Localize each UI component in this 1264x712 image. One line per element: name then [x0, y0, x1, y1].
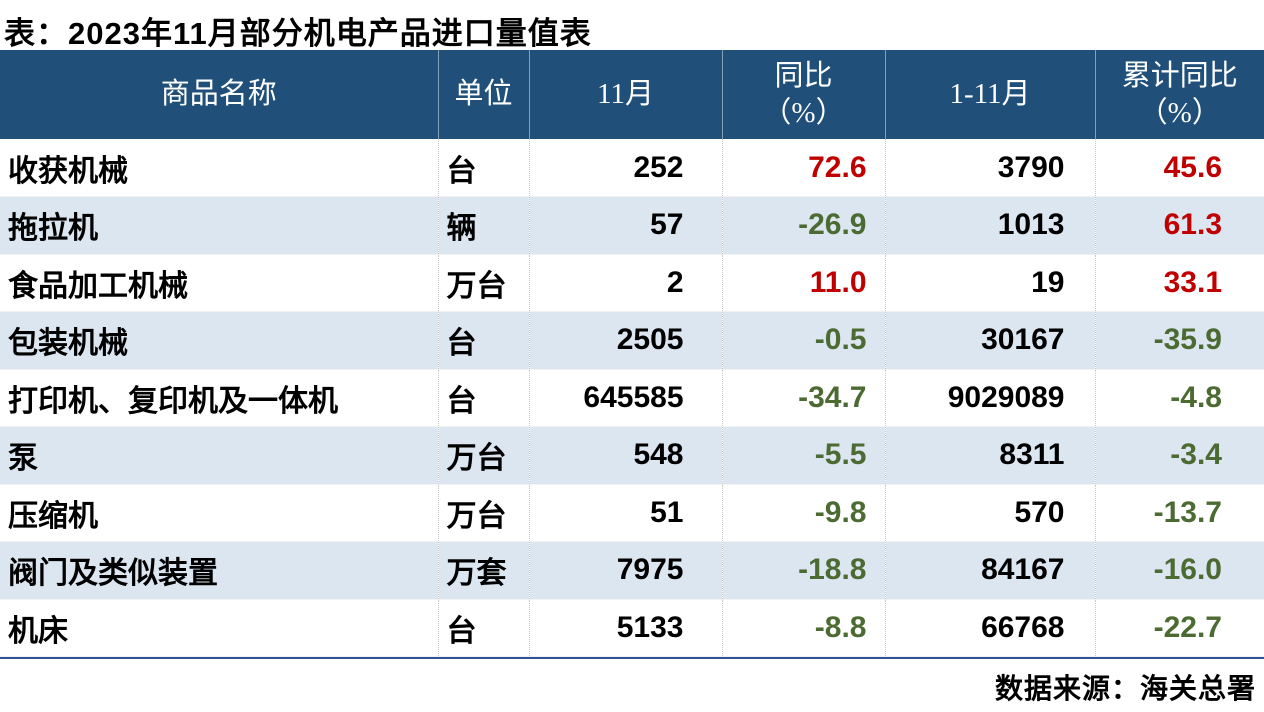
cell-jan-nov-value: 9029089	[885, 369, 1096, 427]
cell-product-name: 阀门及类似装置	[0, 541, 439, 600]
cell-jan-nov-value: 3790	[885, 139, 1096, 197]
table-row: 包装机械台 2505 -0.5 30167 -35.9	[0, 311, 1264, 370]
cell-jan-nov-value: 66768	[885, 599, 1096, 657]
col-header-yoy-percent: 同比 （%）	[721, 50, 885, 139]
table-row: 收获机械台 252 72.6 3790 45.6	[0, 139, 1264, 197]
cell-yoy-percent: 11.0	[722, 254, 886, 312]
cell-november-value: 57	[529, 196, 723, 255]
cell-cumulative-yoy-percent: 45.6	[1095, 139, 1264, 197]
col-header-yoy-line2: （%）	[762, 96, 845, 129]
cell-jan-nov-value: 8311	[885, 426, 1096, 485]
cell-november-value: 51	[529, 484, 723, 542]
cell-november-value: 645585	[529, 369, 723, 427]
cell-unit: 台	[438, 311, 530, 370]
cell-unit: 台	[438, 139, 530, 197]
cell-product-name: 拖拉机	[0, 196, 439, 255]
cell-jan-nov-value: 570	[885, 484, 1096, 542]
cell-cumulative-yoy-percent: -13.7	[1095, 484, 1264, 542]
cell-yoy-percent: -26.9	[722, 196, 886, 255]
col-header-product-name: 商品名称	[0, 50, 438, 139]
table-row: 打印机、复印机及一体机台 645585 -34.7 9029089 -4.8	[0, 369, 1264, 427]
header-row: 商品名称 单位 11月 同比 （%） 1-11月 累计同比 （%）	[0, 50, 1264, 139]
table-row: 拖拉机辆 57 -26.9 1013 61.3	[0, 196, 1264, 255]
cell-november-value: 5133	[529, 599, 723, 657]
cell-november-value: 2	[529, 254, 723, 312]
col-header-unit: 单位	[437, 50, 529, 139]
cell-yoy-percent: -18.8	[722, 541, 886, 600]
table-body: 收获机械台 252 72.6 3790 45.6 拖拉机辆 57 -26.9 1013 61.3 食…	[0, 139, 1264, 657]
cell-product-name: 压缩机	[0, 484, 439, 542]
cell-cumulative-yoy-percent: -22.7	[1095, 599, 1264, 657]
cell-product-name: 泵	[0, 426, 439, 485]
col-header-cumulative-yoy-line2: （%）	[1138, 96, 1221, 129]
cell-cumulative-yoy-percent: -4.8	[1095, 369, 1264, 427]
cell-unit: 万套	[438, 541, 530, 600]
cell-product-name: 收获机械	[0, 139, 439, 197]
cell-jan-nov-value: 1013	[885, 196, 1096, 255]
table-header: 商品名称 单位 11月 同比 （%） 1-11月 累计同比 （%）	[0, 50, 1264, 139]
cell-yoy-percent: -34.7	[722, 369, 886, 427]
data-source-note: 数据来源：海关总署	[994, 673, 1256, 704]
col-header-cumulative-yoy-line1: 累计同比	[1121, 59, 1238, 92]
cell-november-value: 2505	[529, 311, 723, 370]
cell-product-name: 机床	[0, 599, 439, 657]
cell-jan-nov-value: 19	[885, 254, 1096, 312]
table-bottom-rule	[0, 657, 1264, 659]
table-row: 阀门及类似装置 万套 7975 -18.8 84167 -16.0	[0, 541, 1264, 600]
cell-november-value: 252	[529, 139, 723, 197]
cell-unit: 台	[438, 369, 530, 427]
cell-product-name: 食品加工机械	[0, 254, 439, 312]
cell-cumulative-yoy-percent: -35.9	[1095, 311, 1264, 370]
cell-product-name: 包装机械	[0, 311, 439, 370]
cell-november-value: 548	[529, 426, 723, 485]
cell-yoy-percent: -5.5	[722, 426, 886, 485]
col-header-yoy-line1: 同比	[774, 59, 833, 92]
col-header-jan-nov: 1-11月	[884, 50, 1095, 139]
cell-jan-nov-value: 84167	[885, 541, 1096, 600]
cell-yoy-percent: -9.8	[722, 484, 886, 542]
table-row: 压缩机 万台 51 -9.8 570 -13.7	[0, 484, 1264, 542]
table-row: 食品加工机械 万台 2 11.0 19 33.1	[0, 254, 1264, 312]
table-row: 泵万台 548 -5.5 8311 -3.4	[0, 426, 1264, 485]
cell-unit: 辆	[438, 196, 530, 255]
cell-cumulative-yoy-percent: 33.1	[1095, 254, 1264, 312]
cell-cumulative-yoy-percent: -16.0	[1095, 541, 1264, 600]
cell-yoy-percent: -8.8	[722, 599, 886, 657]
cell-cumulative-yoy-percent: -3.4	[1095, 426, 1264, 485]
cell-unit: 万台	[438, 426, 530, 485]
cell-november-value: 7975	[529, 541, 723, 600]
col-header-cumulative-yoy-percent: 累计同比 （%）	[1094, 50, 1264, 139]
cell-yoy-percent: 72.6	[722, 139, 886, 197]
col-header-november: 11月	[528, 50, 722, 139]
cell-product-name: 打印机、复印机及一体机	[0, 369, 439, 427]
cell-unit: 台	[438, 599, 530, 657]
page-title: 表：2023年11月部分机电产品进口量值表	[4, 16, 592, 51]
table-row: 机床台 5133 -8.8 66768 -22.7	[0, 599, 1264, 657]
cell-cumulative-yoy-percent: 61.3	[1095, 196, 1264, 255]
import-data-table: 商品名称 单位 11月 同比 （%） 1-11月 累计同比 （%） 收获机械台 2…	[0, 50, 1264, 657]
cell-unit: 万台	[438, 254, 530, 312]
cell-unit: 万台	[438, 484, 530, 542]
cell-jan-nov-value: 30167	[885, 311, 1096, 370]
cell-yoy-percent: -0.5	[722, 311, 886, 370]
